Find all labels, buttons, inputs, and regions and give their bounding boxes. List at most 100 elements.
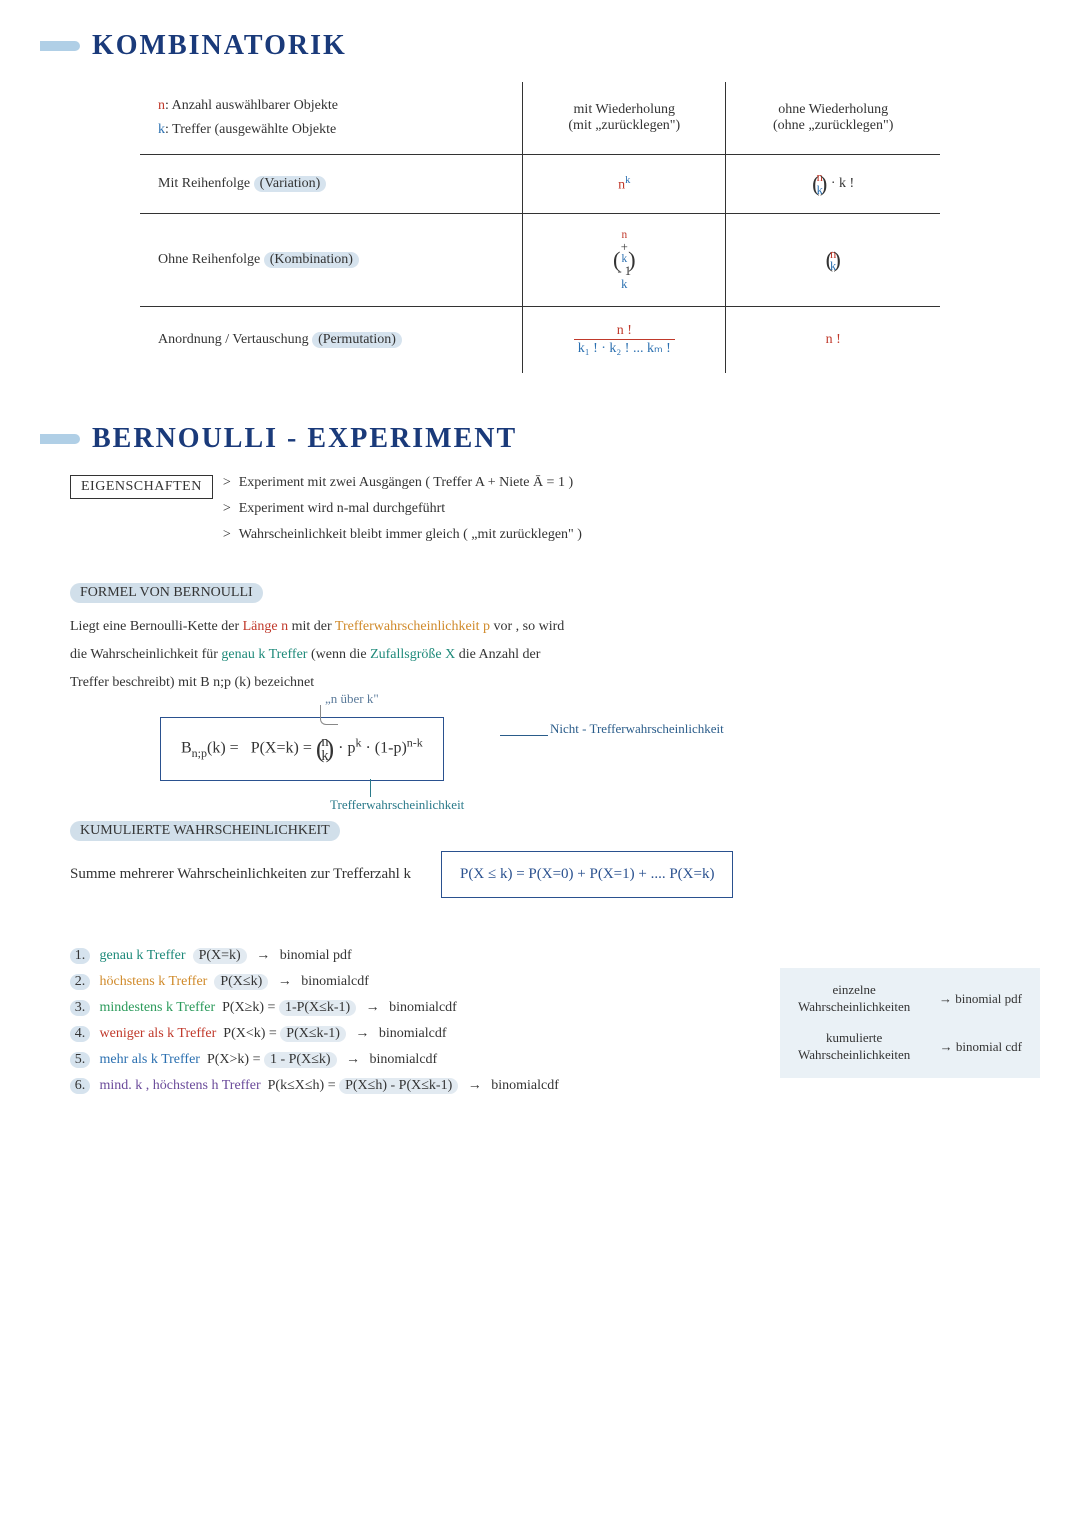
list-item: 5. mehr als k Treffer P(X>k) = 1 - P(X≤k… (70, 1052, 740, 1068)
heading-bar (40, 434, 80, 444)
case-tail: binomialcdf (379, 1026, 447, 1041)
num-badge: 5. (70, 1052, 90, 1068)
cell-31-top: n ! (574, 323, 675, 340)
t1d: Trefferwahrscheinlichkeit p (335, 619, 490, 634)
prop-item: Experiment mit zwei Ausgängen ( Treffer … (223, 475, 582, 491)
kumul-formula-box: P(X ≤ k) = P(X=0) + P(X=1) + .... P(X=k) (441, 851, 733, 898)
case-hl: 1-P(X≤k-1) (279, 1000, 356, 1016)
anno-nicht-treffer: Nicht - Trefferwahrscheinlichkeit (550, 721, 724, 737)
case-formula: P(X=k) (193, 948, 247, 964)
case-label: mind. k , höchstens h Treffer (100, 1078, 261, 1093)
kumul-text: Summe mehrerer Wahrscheinlichkeiten zur … (70, 866, 411, 883)
arrow-icon (500, 735, 548, 736)
list-item: 1. genau k Treffer P(X=k) → binomial pdf (70, 948, 740, 964)
cell-kombi-without: nk (726, 214, 940, 307)
arrow-icon (320, 705, 338, 725)
row-variation-text: Mit Reihenfolge (158, 176, 250, 191)
row-perm-text: Anordnung / Vertauschung (158, 332, 309, 347)
case-label: höchstens k Treffer (100, 974, 208, 989)
case-label: mindestens k Treffer (100, 1000, 216, 1015)
num-badge: 3. (70, 1000, 90, 1016)
t2d: Zufallsgröße X (370, 647, 455, 662)
t2a: die Wahrscheinlichkeit für (70, 647, 221, 662)
prop-item: Experiment wird n-mal durchgeführt (223, 501, 582, 517)
num-badge: 1. (70, 948, 90, 964)
legend-n-text: : Anzahl auswählbarer Objekte (165, 98, 338, 113)
cell-perm-with: n !k₁ ! · k₂ ! ... kₘ ! (523, 307, 726, 374)
eigenschaften-label: EIGENSCHAFTEN (70, 475, 213, 499)
table-head-with-rep: mit Wiederholung (mit „zurücklegen") (523, 82, 726, 155)
num-badge: 2. (70, 974, 90, 990)
list-item: 4. weniger als k Treffer P(X<k) = P(X≤k-… (70, 1026, 740, 1042)
t2c: (wenn die (307, 647, 370, 662)
formel-text: Liegt eine Bernoulli-Kette der Länge n m… (70, 613, 1040, 697)
head-with-rep-1: mit Wiederholung (541, 102, 707, 118)
case-hl: P(X≤h) - P(X≤k-1) (339, 1078, 458, 1094)
t1c: mit der (288, 619, 335, 634)
cell-perm-without: n ! (726, 307, 940, 374)
cell-31-bot: k₁ ! · k₂ ! ... kₘ ! (574, 340, 675, 357)
section-heading-bernoulli: BERNOULLI - EXPERIMENT (40, 423, 1040, 455)
cell-kombi-with: n + k - 1k (523, 214, 726, 307)
legend-k: k (158, 122, 165, 137)
row-kombination-label: Ohne Reihenfolge (Kombination) (140, 214, 523, 307)
legend-n: n (158, 98, 165, 113)
list-item: 6. mind. k , höchstens h Treffer P(k≤X≤h… (70, 1078, 740, 1094)
legend-k-text: : Treffer (ausgewählte Objekte (165, 122, 336, 137)
combinatorics-table: n: Anzahl auswählbarer Objekte k: Treffe… (140, 82, 940, 373)
num-badge: 6. (70, 1078, 90, 1094)
t1b: Länge n (243, 619, 288, 634)
kumul-heading: KUMULIERTE WAHRSCHEINLICHKEIT (70, 821, 340, 841)
heading-text: BERNOULLI - EXPERIMENT (92, 423, 517, 455)
cases-list-area: 1. genau k Treffer P(X=k) → binomial pdf… (40, 948, 1040, 1104)
properties-block: EIGENSCHAFTEN Experiment mit zwei Ausgän… (70, 475, 1040, 553)
section-heading-kombinatorik: KOMBINATORIK (40, 30, 1040, 62)
cell-12-tail: · k ! (827, 176, 854, 191)
case-tail: binomialcdf (491, 1078, 559, 1093)
prop-item: Wahrscheinlichkeit bleibt immer gleich (… (223, 527, 582, 543)
head-with-rep-2: (mit „zurücklegen") (541, 118, 707, 134)
case-tail: binomial pdf (280, 948, 352, 963)
case-hl: 1 - P(X≤k) (264, 1052, 337, 1068)
cases-list: 1. genau k Treffer P(X=k) → binomial pdf… (70, 948, 740, 1104)
head-without-rep-2: (ohne „zurücklegen") (744, 118, 922, 134)
row-variation-label: Mit Reihenfolge (Variation) (140, 155, 523, 214)
case-tail: binomialcdf (389, 1000, 457, 1015)
anno-treffer: Trefferwahrscheinlichkeit (330, 797, 464, 813)
t3: Treffer beschreibt) mit B n;p (k) bezeic… (70, 675, 314, 690)
pill-kombination: (Kombination) (264, 252, 359, 268)
case-tail: binomialcdf (370, 1052, 438, 1067)
heading-bar (40, 41, 80, 51)
case-label: mehr als k Treffer (100, 1052, 200, 1067)
side-label-1: einzelneWahrscheinlichkeiten (798, 982, 910, 1016)
case-formula: P(X≤k) (214, 974, 268, 990)
side-result-2: → binomial cdf (940, 1039, 1022, 1055)
case-hl: P(X≤k-1) (280, 1026, 346, 1042)
pill-permutation: (Permutation) (312, 332, 402, 348)
t2b: genau k Treffer (221, 647, 307, 662)
list-item: 2. höchstens k Treffer P(X≤k) → binomial… (70, 974, 740, 990)
cell-variation-with: nk (523, 155, 726, 214)
side-legend-box: einzelneWahrscheinlichkeiten → binomial … (780, 968, 1040, 1078)
t1e: vor , so wird (490, 619, 564, 634)
formel-heading: FORMEL VON BERNOULLI (70, 583, 263, 603)
kumul-row: Summe mehrerer Wahrscheinlichkeiten zur … (70, 851, 1040, 898)
side-label-2: kumulierteWahrscheinlichkeiten (798, 1030, 910, 1064)
cell-11-exp: k (625, 175, 630, 186)
table-head-legend: n: Anzahl auswählbarer Objekte k: Treffe… (140, 82, 523, 155)
case-label: genau k Treffer (100, 948, 186, 963)
t2e: die Anzahl der (455, 647, 540, 662)
bernoulli-formula-area: „n über k" Nicht - Trefferwahrscheinlich… (160, 717, 760, 781)
case-label: weniger als k Treffer (100, 1026, 217, 1041)
pill-variation: (Variation) (254, 176, 327, 192)
arrow-icon (370, 779, 371, 797)
row-permutation-label: Anordnung / Vertauschung (Permutation) (140, 307, 523, 374)
head-without-rep-1: ohne Wiederholung (744, 102, 922, 118)
case-tail: binomialcdf (301, 974, 369, 989)
list-item: 3. mindestens k Treffer P(X≥k) = 1-P(X≤k… (70, 1000, 740, 1016)
cell-variation-without: nk · k ! (726, 155, 940, 214)
heading-text: KOMBINATORIK (92, 30, 347, 62)
num-badge: 4. (70, 1026, 90, 1042)
t1a: Liegt eine Bernoulli-Kette der (70, 619, 243, 634)
side-result-1: → binomial pdf (939, 991, 1022, 1007)
